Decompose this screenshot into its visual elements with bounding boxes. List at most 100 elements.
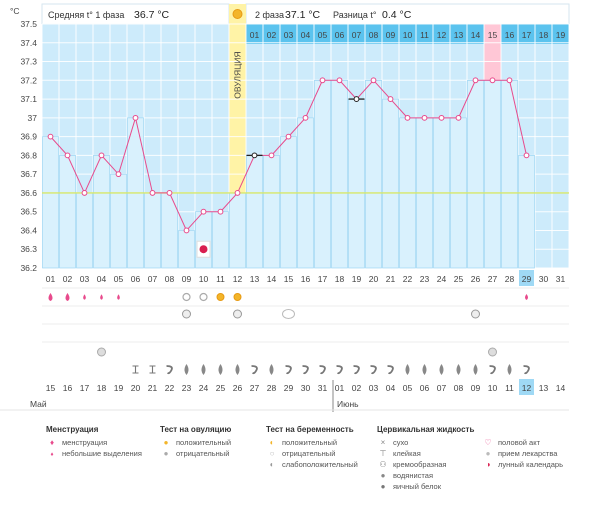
legend-mucus: Цервикальная жидкость × сухо ⊤ клейкая ⚇ кр…	[377, 425, 474, 492]
calendar-date-label: 07	[437, 383, 447, 393]
calendar-date-label: 28	[267, 383, 277, 393]
legend-mucus-title: Цервикальная жидкость	[377, 425, 475, 434]
temperature-point	[166, 190, 173, 196]
legend-pregnancy-test: Тест на беременность ◐ положительный ○ отр…	[266, 425, 358, 470]
mucus-watery-icon	[439, 364, 444, 375]
legend-item-preg-positive: ◐ положительный	[266, 437, 358, 448]
legend-item-sticky: ⊤ клейкая	[377, 448, 474, 459]
legend-item-label: отрицательный	[176, 449, 230, 458]
half-circle-icon: ◐	[269, 460, 275, 469]
phase2-highlight-band	[484, 44, 501, 81]
temperature-bar	[93, 155, 110, 269]
preg-test-weak-icon	[182, 309, 191, 319]
cycle-day-label: 26	[471, 274, 481, 284]
legend-item-label: водянистая	[393, 471, 434, 480]
ov-test-positive-icon	[233, 293, 242, 301]
cycle-day-label: 14	[267, 274, 277, 284]
medication-icon	[488, 347, 497, 357]
phase2-day-label: 06	[335, 30, 345, 40]
y-tick-label: 37	[28, 113, 38, 123]
phase2-day-label: 10	[403, 30, 413, 40]
watery-drop-icon: ●	[380, 471, 386, 480]
mucus-watery-icon	[218, 364, 223, 375]
pill-icon: ●	[485, 449, 491, 458]
temperature-bar	[110, 173, 127, 269]
cycle-day-label: 11	[216, 274, 225, 284]
mucus-watery-icon	[235, 364, 240, 375]
legend-item-dry: × сухо	[377, 437, 474, 448]
phase1-avg-value: 36.7 °C	[134, 9, 170, 21]
cycle-day-label: 24	[437, 274, 447, 284]
preg-test-weak-icon	[471, 309, 480, 319]
circle-icon: ○	[269, 449, 275, 458]
sun-icon: ●	[163, 438, 169, 447]
calendar-date-label: 09	[471, 383, 481, 393]
phase2-label: 2 фаза	[255, 10, 284, 20]
temperature-bar	[314, 80, 331, 269]
ovulation-sun-icon	[232, 9, 243, 19]
temperature-bar	[144, 192, 161, 269]
temperature-point	[506, 77, 513, 84]
diff-label: Разница t°	[333, 10, 377, 20]
legend-item-label: сухо	[393, 438, 409, 447]
temperature-point	[472, 77, 479, 84]
mucus-creamy-icon	[336, 365, 343, 375]
temperature-point	[251, 152, 258, 159]
phase2-day-label: 14	[471, 30, 481, 40]
legend-item-lunar: ◑ лунный календарь	[482, 459, 563, 470]
y-tick-label: 37.2	[20, 75, 37, 85]
y-tick-label: 36.5	[20, 207, 37, 217]
cycle-day-label: 07	[148, 274, 158, 284]
calendar-date-label: 31	[318, 383, 328, 393]
temperature-point	[200, 208, 207, 215]
legend-item-egg-white: ● яичный белок	[377, 481, 474, 492]
menstruation-drop-icon	[83, 294, 86, 300]
legend-item-ov-positive: ● положительный	[160, 437, 232, 448]
temperature-point	[404, 114, 411, 121]
calendar-date-label: 30	[301, 383, 311, 393]
temperature-point	[421, 114, 428, 121]
y-tick-label: 36.7	[20, 169, 37, 179]
phase2-day-label: 03	[284, 30, 294, 40]
mucus-watery-icon	[507, 364, 512, 375]
legend-ovulation-title: Тест на овуляцию	[160, 425, 232, 434]
cycle-day-label: 31	[556, 274, 566, 284]
phase2-day-label: 12	[437, 30, 447, 40]
phase2-day-label: 05	[318, 30, 328, 40]
calendar-date-label: 25	[216, 383, 226, 393]
temperature-bar	[178, 230, 195, 269]
temperature-bar	[484, 80, 501, 269]
current-day-highlight	[519, 270, 534, 286]
month-label-start: Май	[30, 399, 47, 409]
menstruation-drop-icon	[525, 294, 528, 300]
legend-item-label: небольшие выделения	[62, 449, 142, 458]
calendar-date-label: 17	[80, 383, 90, 393]
cycle-day-label: 10	[199, 274, 209, 284]
menstruation-drop-icon	[65, 293, 70, 301]
calendar-date-label: 14	[556, 383, 566, 393]
temperature-point	[302, 114, 309, 121]
ovulation-label: ОВУЛЯЦИЯ	[233, 51, 243, 98]
cycle-day-label: 27	[488, 274, 498, 284]
phase2-day-label: 11	[420, 30, 429, 40]
menstruation-drop-icon	[48, 293, 53, 301]
cycle-day-label: 20	[369, 274, 379, 284]
calendar-date-label: 02	[352, 383, 362, 393]
temperature-bar	[501, 80, 518, 269]
cycle-day-label: 06	[131, 274, 141, 284]
temperature-bar	[246, 155, 263, 269]
temperature-bar	[229, 192, 246, 269]
calendar-date-label: 16	[63, 383, 73, 393]
mucus-creamy-icon	[319, 365, 326, 375]
cycle-day-label: 29	[522, 274, 532, 284]
legend-menses: Менструация ♦ менструация ♦ небольшие выде…	[46, 425, 142, 459]
cycle-day-label: 16	[301, 274, 311, 284]
mucus-watery-icon	[422, 364, 427, 375]
temperature-bar	[518, 155, 535, 269]
legend-item-preg-weak: ◐ слабоположительный	[266, 459, 358, 470]
cross-icon: ×	[380, 438, 386, 447]
temperature-bar	[42, 136, 59, 269]
temperature-bar	[348, 98, 365, 269]
mucus-creamy-icon	[489, 365, 496, 375]
temperature-bar	[365, 80, 382, 269]
